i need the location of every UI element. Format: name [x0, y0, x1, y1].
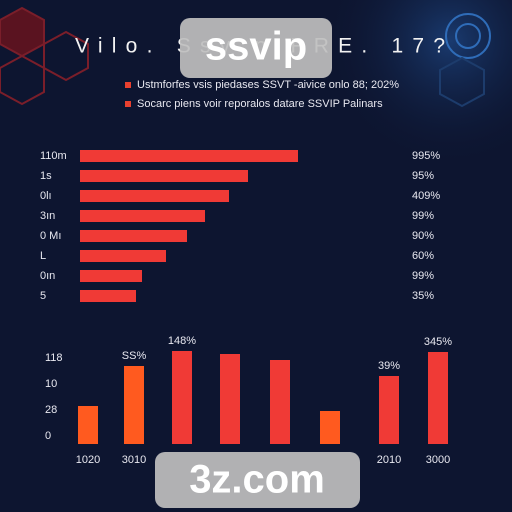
value-label: SS%: [122, 350, 147, 362]
tech-decoration: [439, 13, 491, 108]
side-label: 99%: [412, 270, 434, 282]
bar: [80, 150, 298, 162]
category-label: 3ın: [40, 210, 55, 222]
bar: [80, 250, 166, 262]
legend-label: Ustmforfes vsis piedases SSVT -aivice on…: [137, 79, 399, 91]
bar: [220, 354, 240, 444]
bar: [124, 366, 144, 444]
bar: [80, 170, 248, 182]
category-label: 110m: [40, 150, 67, 162]
side-label: 90%: [412, 230, 434, 242]
legend: Ustmforfes vsis piedases SSVT -aivice on…: [125, 79, 399, 110]
x-tick-label: 1020: [76, 454, 100, 466]
bar: [80, 190, 229, 202]
horizontal-bar-chart: 110m 995% 1s 95% 0lı 409% 3ın 99% 0 Mı 90% L 60% 0ın…: [40, 150, 440, 302]
legend-label: Socarc piens voir reporalos datare SSVIP…: [137, 98, 383, 110]
category-label: 0ın: [40, 270, 55, 282]
bar: [428, 352, 448, 444]
bar: [379, 376, 399, 444]
bar: [80, 270, 142, 282]
value-label: 39%: [378, 360, 400, 372]
bar: [172, 351, 192, 444]
watermark-badge: [155, 452, 360, 508]
side-label: 35%: [412, 290, 434, 302]
watermark-text: 3z.com: [189, 458, 325, 502]
bar: [80, 210, 205, 222]
x-tick-label: 3000: [426, 454, 450, 466]
value-label: 148%: [168, 335, 196, 347]
side-label: 409%: [412, 190, 440, 202]
side-label: 60%: [412, 250, 434, 262]
category-label: 1s: [40, 170, 52, 182]
bar: [270, 360, 290, 444]
category-label: L: [40, 250, 46, 262]
legend-swatch: [125, 101, 131, 107]
x-tick-label: 3010: [122, 454, 146, 466]
watermark-text: ssvip: [205, 25, 307, 69]
value-label: 345%: [424, 336, 452, 348]
y-tick-label: 0: [45, 430, 51, 442]
side-label: 995%: [412, 150, 440, 162]
bar: [78, 406, 98, 444]
side-label: 95%: [412, 170, 434, 182]
bar: [80, 230, 187, 242]
legend-swatch: [125, 82, 131, 88]
bar: [80, 290, 136, 302]
watermark-top: ssvip: [180, 18, 332, 78]
watermark-bottom: 3z.com: [155, 452, 360, 508]
side-label: 99%: [412, 210, 434, 222]
vertical-bar-chart: 118 10 28 0 1020 SS% 3010 148% 39% 2010 345% 3000: [45, 335, 452, 466]
category-label: 0lı: [40, 190, 52, 202]
x-tick-label: 2010: [377, 454, 401, 466]
y-tick-label: 10: [45, 378, 57, 390]
category-label: 0 Mı: [40, 230, 61, 242]
category-label: 5: [40, 290, 46, 302]
y-tick-label: 118: [45, 352, 63, 364]
watermark-badge: [180, 18, 332, 78]
bar: [320, 411, 340, 444]
y-tick-label: 28: [45, 404, 57, 416]
hex-decoration: [0, 6, 89, 106]
